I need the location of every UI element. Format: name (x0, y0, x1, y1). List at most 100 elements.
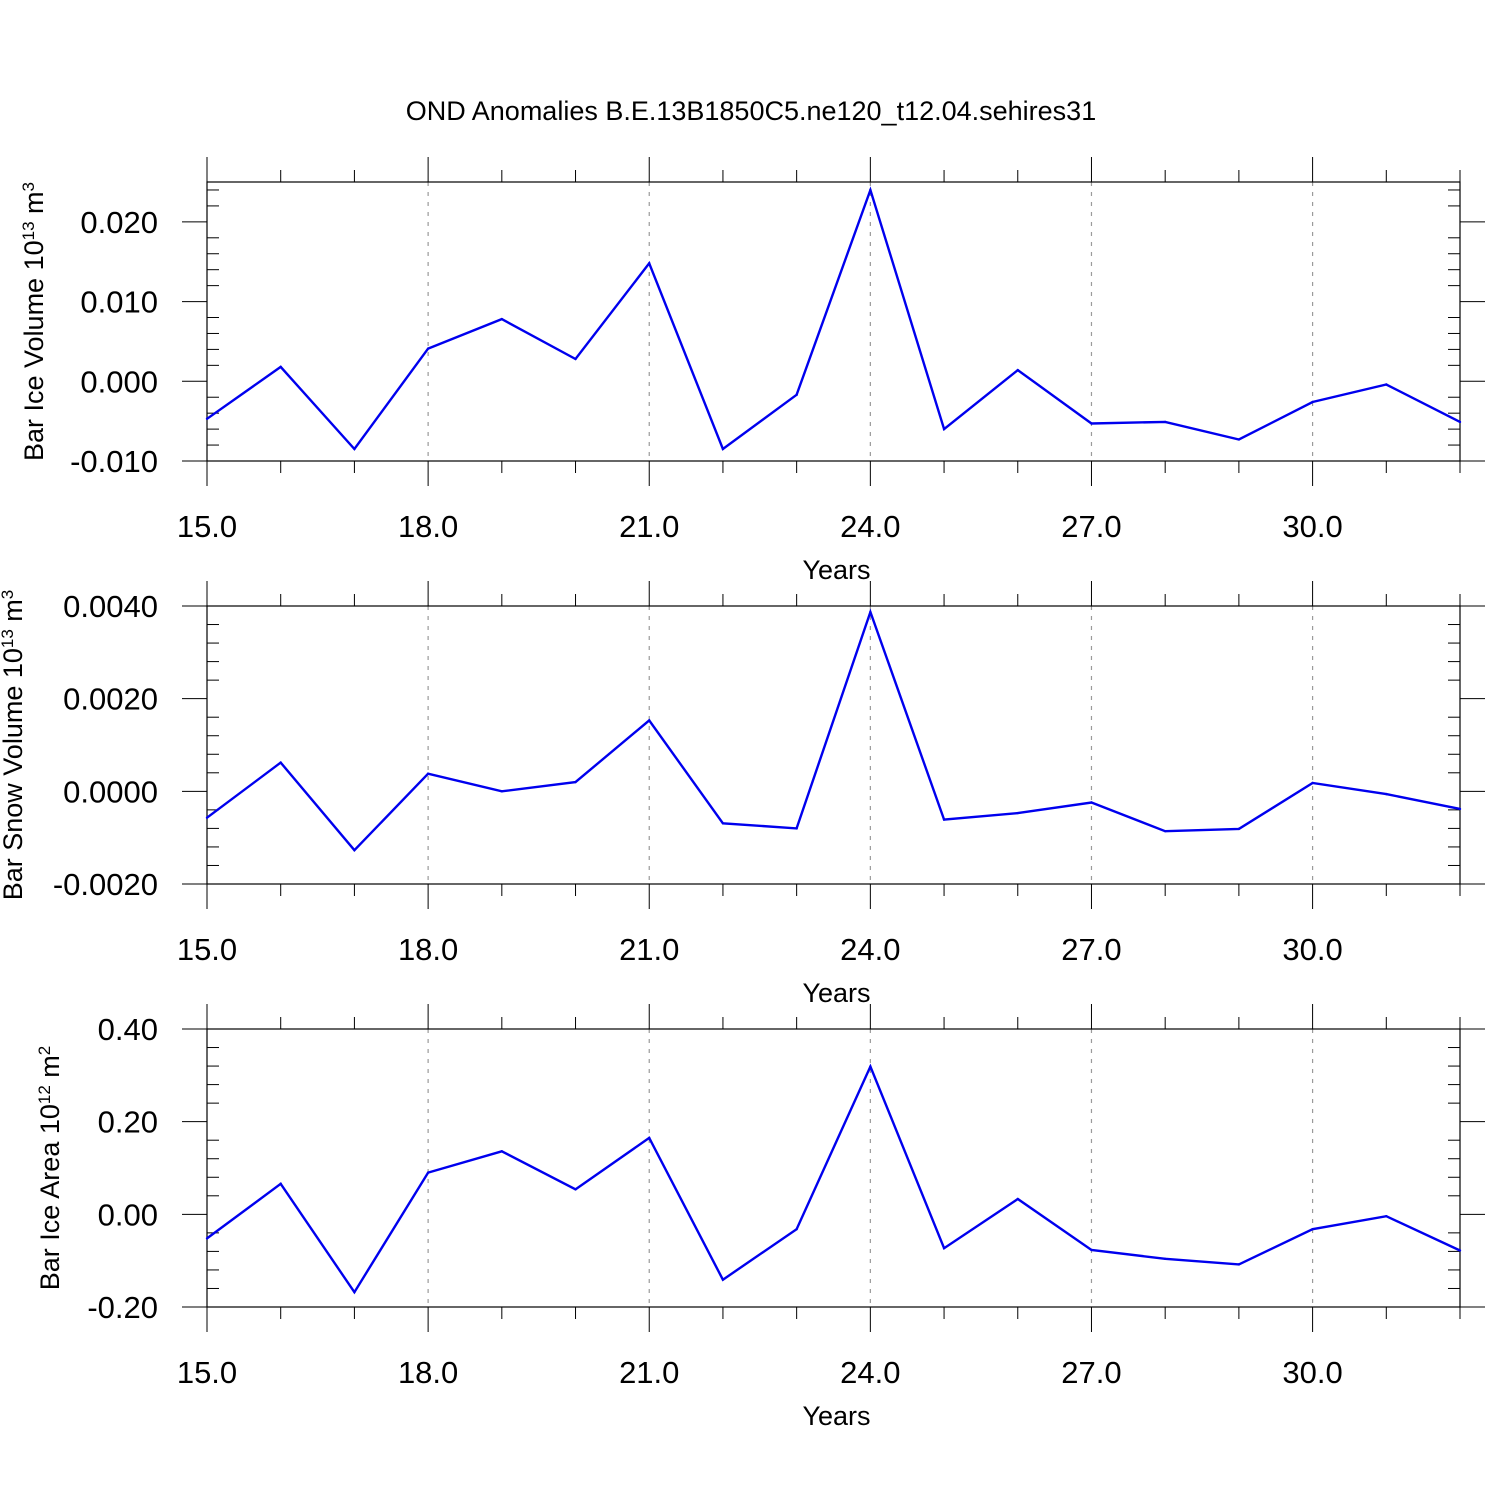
plot-frame (206, 605, 1461, 885)
data-point (1385, 383, 1388, 386)
y-axis-label-superscript: 3 (0, 590, 17, 599)
y-axis-label-text: m (35, 1055, 65, 1085)
y-tick-label: 0.0040 (63, 589, 158, 624)
x-tick-label: 30.0 (1282, 1355, 1342, 1390)
data-point (942, 1246, 946, 1250)
figure-title: OND Anomalies B.E.13B1850C5.ne120_t12.04… (406, 96, 1096, 126)
data-point (353, 447, 356, 451)
x-tick-label: 24.0 (840, 932, 900, 967)
data-point (1090, 1248, 1093, 1252)
data-point (426, 347, 430, 350)
data-point (1090, 801, 1093, 804)
data-point (1311, 1227, 1314, 1231)
y-axis-label: Bar Ice Volume 1013 m3 (19, 182, 50, 461)
y-axis-label-superscript: 13 (19, 221, 38, 240)
x-axis-label: Years (802, 555, 870, 585)
data-point (205, 816, 209, 819)
chart-panels: -0.010 0.000 0.010 0.020 15.0 18.0 21.0 24.0 27.… (0, 157, 1485, 1431)
x-tick-label: 18.0 (398, 932, 458, 967)
y-tick-label: 0.0020 (63, 682, 158, 717)
data-point (1163, 829, 1167, 833)
data-point (1458, 1249, 1462, 1252)
y-tick-label: 0.40 (98, 1012, 158, 1047)
data-point (1311, 781, 1314, 785)
y-axis-label-superscript: 13 (0, 629, 17, 648)
x-tick-label: 18.0 (398, 1355, 458, 1390)
y-axis-label-superscript: 12 (35, 1085, 54, 1104)
data-point (500, 790, 504, 793)
data-point (279, 1182, 282, 1185)
y-axis-label-text: m (19, 191, 49, 221)
y-tick-label: 0.010 (80, 285, 158, 320)
data-point (1385, 1214, 1388, 1218)
plot-frame (206, 1028, 1461, 1308)
x-tick-label: 21.0 (619, 509, 679, 544)
data-point (1237, 827, 1241, 831)
data-point (426, 772, 430, 775)
data-point (205, 1237, 209, 1240)
x-tick-label: 15.0 (177, 1355, 237, 1390)
data-point (1458, 420, 1462, 424)
y-tick-label: 0.0000 (63, 774, 158, 809)
data-point (500, 317, 504, 321)
data-point (1163, 420, 1167, 424)
data-point (795, 827, 798, 830)
series-line-1 (206, 608, 1461, 852)
data-point (426, 1171, 430, 1174)
x-tick-label: 30.0 (1282, 932, 1342, 967)
data-point (1311, 400, 1314, 404)
data-point (205, 417, 209, 420)
x-tick-label: 27.0 (1061, 1355, 1121, 1390)
y-tick-label: -0.010 (70, 444, 158, 479)
data-point (279, 761, 282, 764)
data-point (353, 848, 356, 852)
x-axis-label: Years (802, 978, 870, 1008)
panel-2: -0.0020 0.0000 0.0020 0.0040 15.0 18.0 21.0 24.… (0, 581, 1485, 1008)
data-point (574, 357, 577, 361)
x-tick-label: 21.0 (619, 1355, 679, 1390)
data-point (1090, 422, 1093, 425)
panel-1: -0.010 0.000 0.010 0.020 15.0 18.0 21.0 24.0 27.… (19, 157, 1485, 585)
data-point (574, 780, 577, 784)
x-tick-label: 18.0 (398, 509, 458, 544)
x-axis-label: Years (802, 1401, 870, 1431)
data-point (721, 822, 725, 825)
x-tick-label: 30.0 (1282, 509, 1342, 544)
data-point (1237, 1263, 1241, 1266)
data-point (869, 188, 872, 192)
data-point (1016, 811, 1019, 815)
x-tick-label: 24.0 (840, 1355, 900, 1390)
data-point (353, 1290, 356, 1294)
data-point (1163, 1257, 1167, 1261)
series-line-1 (206, 1063, 1461, 1295)
data-point (648, 719, 651, 722)
data-point (574, 1188, 577, 1191)
panel-3: -0.20 0.00 0.20 0.40 15.0 18.0 21.0 24.0 27.0 30.… (35, 1004, 1485, 1431)
data-point (279, 365, 282, 369)
x-tick-label: 27.0 (1061, 932, 1121, 967)
data-point (869, 610, 872, 614)
x-tick-label: 15.0 (177, 509, 237, 544)
data-point (721, 1278, 725, 1281)
y-axis-label-superscript: 2 (35, 1046, 54, 1055)
x-tick-label: 27.0 (1061, 509, 1121, 544)
data-point (1016, 1197, 1019, 1201)
y-axis-label-text: Bar Snow Volume 10 (0, 648, 28, 900)
y-axis-label-text: Bar Ice Volume 10 (19, 240, 49, 461)
data-point (648, 1136, 651, 1140)
y-axis-label-text: Bar Ice Area 10 (35, 1104, 65, 1290)
y-tick-label: 0.000 (80, 364, 158, 399)
y-tick-label: 0.00 (98, 1197, 158, 1232)
y-axis-label-superscript: 3 (19, 182, 38, 191)
data-point (795, 393, 798, 397)
y-axis-label-text: m (0, 599, 28, 629)
x-tick-label: 21.0 (619, 932, 679, 967)
data-point (1016, 368, 1019, 372)
y-tick-label: 0.20 (98, 1105, 158, 1140)
data-point (721, 447, 725, 451)
data-point (1385, 792, 1388, 796)
series-line-1 (206, 186, 1461, 451)
y-tick-label: 0.020 (80, 205, 158, 240)
